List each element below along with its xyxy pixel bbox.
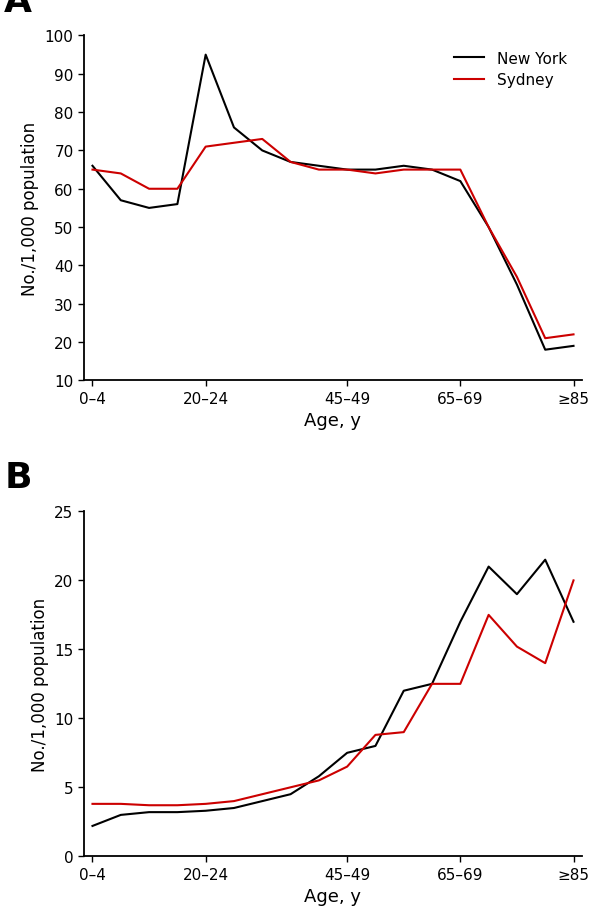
X-axis label: Age, y: Age, y [305,887,361,906]
Sydney [202,799,209,810]
New York [400,161,407,172]
Y-axis label: No./1,000 population: No./1,000 population [21,122,39,296]
Text: A: A [4,0,32,19]
Sydney [230,795,238,806]
Sydney [287,782,294,793]
Sydney [485,609,492,620]
New York [570,341,577,352]
New York [145,203,152,214]
Line: New York: New York [92,560,574,826]
New York [259,146,266,157]
New York [570,617,577,628]
Sydney [372,730,379,741]
New York [202,805,209,816]
New York [485,561,492,572]
New York [287,789,294,800]
Sydney [570,575,577,586]
New York [344,748,351,759]
New York [202,50,209,61]
Sydney [344,762,351,773]
Sydney [400,727,407,738]
New York [315,771,322,782]
Sydney [230,138,238,149]
Sydney [315,775,322,786]
New York [230,803,238,814]
Sydney [372,169,379,179]
New York [174,200,181,210]
New York [542,555,549,566]
New York [457,177,464,188]
New York [287,158,294,169]
Sydney [485,222,492,233]
Sydney [315,165,322,176]
Sydney [89,165,96,176]
New York [372,165,379,176]
Sydney [514,272,521,283]
Text: B: B [4,461,32,495]
New York [174,807,181,818]
New York [514,280,521,291]
New York [315,161,322,172]
Line: New York: New York [92,56,574,351]
X-axis label: Age, y: Age, y [305,412,361,430]
Sydney [145,184,152,195]
Y-axis label: No./1,000 population: No./1,000 population [31,597,49,771]
Sydney [259,134,266,145]
Legend: New York, Sydney: New York, Sydney [446,44,574,96]
New York [428,679,436,690]
Sydney [428,679,436,690]
Sydney [457,165,464,176]
New York [485,222,492,233]
Sydney [174,184,181,195]
New York [344,165,351,176]
Sydney [117,169,124,179]
Sydney [202,142,209,153]
New York [542,345,549,356]
New York [89,821,96,832]
Sydney [542,333,549,344]
New York [89,161,96,172]
New York [372,741,379,752]
New York [259,795,266,806]
Sydney [457,679,464,690]
Sydney [400,165,407,176]
Sydney [428,165,436,176]
Sydney [117,799,124,810]
Sydney [287,158,294,169]
New York [117,810,124,821]
Sydney [570,330,577,341]
New York [117,196,124,207]
Sydney [174,800,181,811]
Line: Sydney: Sydney [92,139,574,339]
Line: Sydney: Sydney [92,580,574,805]
Sydney [145,800,152,811]
New York [514,589,521,600]
New York [400,685,407,696]
Sydney [259,789,266,800]
Sydney [344,165,351,176]
New York [230,123,238,134]
New York [457,617,464,628]
Sydney [514,641,521,652]
Sydney [542,658,549,669]
Sydney [89,799,96,810]
New York [145,807,152,818]
New York [428,165,436,176]
